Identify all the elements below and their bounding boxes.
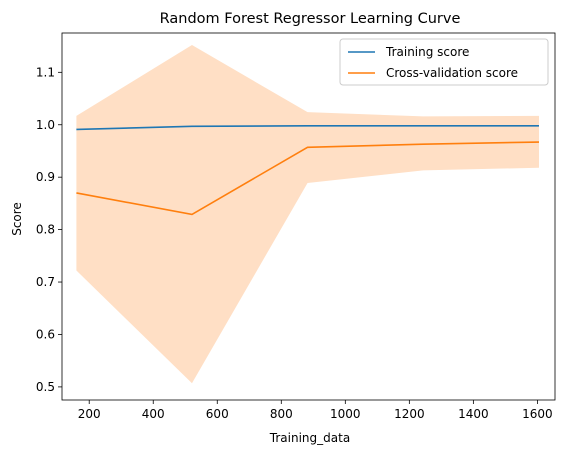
y-tick-label-3: 0.8: [36, 223, 55, 237]
x-tick-label-2: 600: [206, 407, 229, 421]
plot-frame: [61, 32, 556, 401]
legend-label-1: Cross-validation score: [386, 66, 518, 80]
chart-title: Random Forest Regressor Learning Curve: [160, 11, 461, 27]
y-axis: 0.5 0.6 0.7 0.8 0.9 1.0 1.1: [36, 65, 62, 394]
y-tick-label-5: 1.0: [36, 118, 55, 132]
band-1: [76, 45, 539, 384]
legend-box: [339, 38, 549, 86]
series-line-0: [76, 124, 539, 131]
y-tick-label-0: 0.5: [36, 380, 55, 394]
series-lines: [76, 124, 540, 216]
x-tick-label-5: 1200: [394, 407, 425, 421]
x-axis: 200 400 600 800 1000 1200 1400 1600: [78, 400, 553, 421]
confidence-bands: [76, 45, 539, 384]
legend: Training score Cross-validation score: [339, 38, 549, 86]
y-tick-label-1: 0.6: [36, 327, 55, 341]
series-line-1: [76, 141, 540, 216]
x-tick-label-3: 800: [270, 407, 293, 421]
x-tick-label-1: 400: [142, 407, 165, 421]
y-tick-label-6: 1.1: [36, 65, 55, 79]
y-tick-label-4: 0.9: [36, 170, 55, 184]
x-tick-label-4: 1000: [330, 407, 361, 421]
x-tick-label-7: 1600: [522, 407, 553, 421]
x-axis-label: Training_data: [269, 431, 350, 445]
x-tick-label-0: 200: [78, 407, 101, 421]
y-tick-label-2: 0.7: [36, 275, 55, 289]
x-tick-label-6: 1400: [458, 407, 489, 421]
y-axis-label: Score: [10, 202, 24, 236]
legend-label-0: Training score: [385, 45, 469, 59]
